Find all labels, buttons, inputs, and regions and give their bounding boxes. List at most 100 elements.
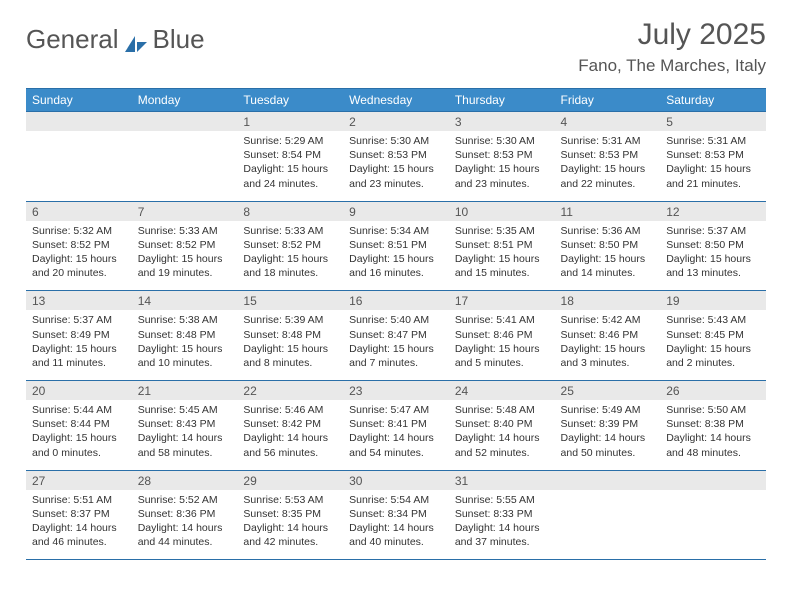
day-number-cell — [26, 112, 132, 132]
location-label: Fano, The Marches, Italy — [578, 56, 766, 76]
sunrise-line: Sunrise: 5:54 AM — [349, 493, 443, 507]
day-detail-cell: Sunrise: 5:45 AMSunset: 8:43 PMDaylight:… — [132, 400, 238, 470]
sunset-line: Sunset: 8:53 PM — [561, 148, 655, 162]
daylight-line: Daylight: 15 hours and 23 minutes. — [349, 162, 443, 190]
daylight-line: Daylight: 14 hours and 56 minutes. — [243, 431, 337, 459]
daylight-line: Daylight: 14 hours and 58 minutes. — [138, 431, 232, 459]
sunset-line: Sunset: 8:54 PM — [243, 148, 337, 162]
sunset-line: Sunset: 8:43 PM — [138, 417, 232, 431]
sunrise-line: Sunrise: 5:37 AM — [666, 224, 760, 238]
day-detail-row: Sunrise: 5:51 AMSunset: 8:37 PMDaylight:… — [26, 490, 766, 560]
day-detail-cell: Sunrise: 5:48 AMSunset: 8:40 PMDaylight:… — [449, 400, 555, 470]
day-detail-row: Sunrise: 5:37 AMSunset: 8:49 PMDaylight:… — [26, 310, 766, 380]
day-number-cell: 3 — [449, 112, 555, 132]
sail-icon — [123, 30, 149, 50]
sunset-line: Sunset: 8:40 PM — [455, 417, 549, 431]
sunset-line: Sunset: 8:33 PM — [455, 507, 549, 521]
sunrise-line: Sunrise: 5:39 AM — [243, 313, 337, 327]
sunset-line: Sunset: 8:45 PM — [666, 328, 760, 342]
daylight-line: Daylight: 15 hours and 23 minutes. — [455, 162, 549, 190]
daylight-line: Daylight: 14 hours and 42 minutes. — [243, 521, 337, 549]
sunrise-line: Sunrise: 5:34 AM — [349, 224, 443, 238]
day-number-cell: 16 — [343, 291, 449, 311]
header: General Blue July 2025 Fano, The Marches… — [26, 18, 766, 76]
sunrise-line: Sunrise: 5:29 AM — [243, 134, 337, 148]
day-number-row: 6789101112 — [26, 201, 766, 221]
day-detail-cell — [660, 490, 766, 560]
day-number-cell: 26 — [660, 381, 766, 401]
day-detail-cell: Sunrise: 5:36 AMSunset: 8:50 PMDaylight:… — [555, 221, 661, 291]
day-number-cell: 6 — [26, 201, 132, 221]
day-detail-cell: Sunrise: 5:43 AMSunset: 8:45 PMDaylight:… — [660, 310, 766, 380]
sunrise-line: Sunrise: 5:31 AM — [666, 134, 760, 148]
day-detail-cell: Sunrise: 5:31 AMSunset: 8:53 PMDaylight:… — [555, 131, 661, 201]
daylight-line: Daylight: 14 hours and 37 minutes. — [455, 521, 549, 549]
day-number-cell: 13 — [26, 291, 132, 311]
title-block: July 2025 Fano, The Marches, Italy — [578, 18, 766, 76]
day-detail-row: Sunrise: 5:29 AMSunset: 8:54 PM Daylight:… — [26, 131, 766, 201]
day-number-cell — [660, 470, 766, 490]
sunset-line: Sunset: 8:50 PM — [561, 238, 655, 252]
daylight-line: Daylight: 14 hours and 50 minutes. — [561, 431, 655, 459]
sunrise-line: Sunrise: 5:33 AM — [138, 224, 232, 238]
daylight-line: Daylight: 14 hours and 48 minutes. — [666, 431, 760, 459]
day-detail-cell: Sunrise: 5:55 AMSunset: 8:33 PMDaylight:… — [449, 490, 555, 560]
sunset-line: Sunset: 8:53 PM — [666, 148, 760, 162]
day-detail-cell: Sunrise: 5:33 AMSunset: 8:52 PMDaylight:… — [237, 221, 343, 291]
day-number-cell: 4 — [555, 112, 661, 132]
sunset-line: Sunset: 8:46 PM — [561, 328, 655, 342]
day-detail-cell: Sunrise: 5:29 AMSunset: 8:54 PMDaylight:… — [237, 131, 343, 201]
sunrise-line: Sunrise: 5:47 AM — [349, 403, 443, 417]
sunrise-line: Sunrise: 5:35 AM — [455, 224, 549, 238]
day-number-cell: 11 — [555, 201, 661, 221]
sunrise-line: Sunrise: 5:44 AM — [32, 403, 126, 417]
sunset-line: Sunset: 8:49 PM — [32, 328, 126, 342]
sunset-line: Sunset: 8:51 PM — [349, 238, 443, 252]
day-detail-cell: Sunrise: 5:52 AMSunset: 8:36 PMDaylight:… — [132, 490, 238, 560]
day-detail-cell: Sunrise: 5:50 AMSunset: 8:38 PMDaylight:… — [660, 400, 766, 470]
sunset-line: Sunset: 8:53 PM — [349, 148, 443, 162]
day-detail-cell: Sunrise: 5:30 AMSunset: 8:53 PMDaylight:… — [343, 131, 449, 201]
sunset-line: Sunset: 8:41 PM — [349, 417, 443, 431]
sunset-line: Sunset: 8:48 PM — [243, 328, 337, 342]
daylight-line: Daylight: 14 hours and 44 minutes. — [138, 521, 232, 549]
day-detail-cell: Sunrise: 5:49 AMSunset: 8:39 PMDaylight:… — [555, 400, 661, 470]
sunrise-line: Sunrise: 5:31 AM — [561, 134, 655, 148]
sunset-line: Sunset: 8:44 PM — [32, 417, 126, 431]
day-number-cell: 27 — [26, 470, 132, 490]
daylight-line: Daylight: 15 hours and 16 minutes. — [349, 252, 443, 280]
day-detail-row: Sunrise: 5:32 AMSunset: 8:52 PMDaylight:… — [26, 221, 766, 291]
day-number-row: 2728293031 — [26, 470, 766, 490]
sunset-line: Sunset: 8:52 PM — [243, 238, 337, 252]
brand-logo: General Blue — [26, 18, 205, 55]
weekday-header-row: SundayMondayTuesdayWednesdayThursdayFrid… — [26, 89, 766, 112]
daylight-line: Daylight: 14 hours and 52 minutes. — [455, 431, 549, 459]
day-number-cell — [132, 112, 238, 132]
day-number-cell: 10 — [449, 201, 555, 221]
day-number-cell: 23 — [343, 381, 449, 401]
sunrise-line: Sunrise: 5:45 AM — [138, 403, 232, 417]
day-number-row: 13141516171819 — [26, 291, 766, 311]
sunset-line: Sunset: 8:46 PM — [455, 328, 549, 342]
daylight-line: Daylight: 15 hours and 14 minutes. — [561, 252, 655, 280]
day-number-cell: 24 — [449, 381, 555, 401]
sunrise-line: Sunrise: 5:38 AM — [138, 313, 232, 327]
daylight-line: Daylight: 14 hours and 54 minutes. — [349, 431, 443, 459]
day-detail-cell: Sunrise: 5:34 AMSunset: 8:51 PMDaylight:… — [343, 221, 449, 291]
sunrise-line: Sunrise: 5:51 AM — [32, 493, 126, 507]
brand-word-1: General — [26, 24, 119, 55]
sunset-line: Sunset: 8:50 PM — [666, 238, 760, 252]
daylight-line: Daylight: 15 hours and 13 minutes. — [666, 252, 760, 280]
sunset-line: Sunset: 8:34 PM — [349, 507, 443, 521]
day-number-cell: 18 — [555, 291, 661, 311]
day-number-cell: 14 — [132, 291, 238, 311]
day-detail-cell: Sunrise: 5:40 AMSunset: 8:47 PMDaylight:… — [343, 310, 449, 380]
day-number-row: 20212223242526 — [26, 381, 766, 401]
day-number-cell: 31 — [449, 470, 555, 490]
sunset-line: Sunset: 8:52 PM — [32, 238, 126, 252]
sunrise-line: Sunrise: 5:32 AM — [32, 224, 126, 238]
daylight-line: Daylight: 15 hours and 3 minutes. — [561, 342, 655, 370]
sunset-line: Sunset: 8:38 PM — [666, 417, 760, 431]
daylight-line: Daylight: 15 hours and 7 minutes. — [349, 342, 443, 370]
day-number-cell — [555, 470, 661, 490]
